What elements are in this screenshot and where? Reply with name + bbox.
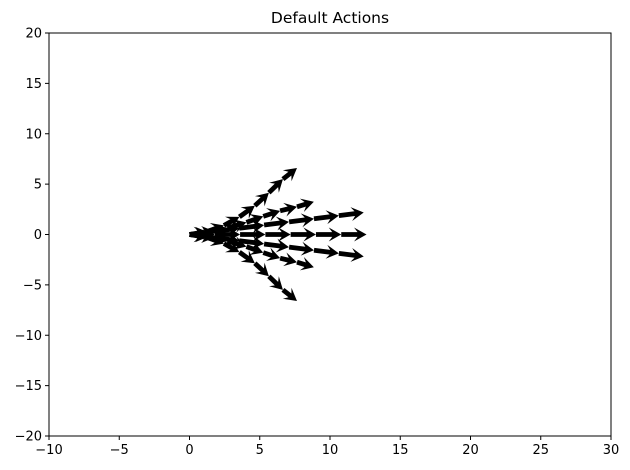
arrow-s6-3 xyxy=(237,250,255,264)
y-tick-label: −15 xyxy=(15,379,42,394)
axis-ticks: −10 −5 0 5 10 15 20 25 30 −20 −15 −10 −5 0 5 10 15 20 xyxy=(15,27,620,459)
x-tick-label: −10 xyxy=(35,443,62,458)
arrow-s2-4 xyxy=(288,241,314,256)
y-tick-label: 10 xyxy=(25,127,42,142)
arrow-s6-0 xyxy=(189,228,208,243)
x-tick-label: 30 xyxy=(603,443,620,458)
arrow-s3-4 xyxy=(262,208,281,222)
arrow-s5-3 xyxy=(237,205,255,219)
arrow-s4-4 xyxy=(262,247,281,261)
arrow-s4-3 xyxy=(245,241,264,256)
y-tick-label: 0 xyxy=(34,228,42,243)
arrow-s0-5 xyxy=(315,227,342,242)
plot-frame xyxy=(48,32,612,437)
y-tick-label: 20 xyxy=(25,27,42,42)
arrow-s3-3 xyxy=(245,213,264,228)
arrow-s1-5 xyxy=(313,210,339,225)
arrow-s0-2 xyxy=(240,227,266,242)
arrow-s5-2 xyxy=(222,216,240,230)
arrow-s0-4 xyxy=(290,227,316,242)
x-tick-label: 0 xyxy=(185,443,193,458)
arrow-s0-3 xyxy=(265,227,291,242)
arrow-s3-5 xyxy=(279,202,297,217)
y-tick-label: −20 xyxy=(15,430,42,445)
arrow-s6-1 xyxy=(206,232,224,246)
arrow-s5-5 xyxy=(267,179,283,195)
arrow-s2-6 xyxy=(338,247,364,262)
arrow-s4-6 xyxy=(296,256,314,271)
arrow-s1-6 xyxy=(338,207,364,222)
chart-title: Default Actions xyxy=(271,9,389,27)
x-tick-label: 25 xyxy=(532,443,549,458)
arrow-s6-5 xyxy=(267,274,283,290)
x-tick-label: 10 xyxy=(322,443,339,458)
arrow-s4-2 xyxy=(226,236,247,250)
arrow-s1-2 xyxy=(238,219,265,234)
arrow-s4-5 xyxy=(279,252,297,267)
x-tick-label: 20 xyxy=(462,443,479,458)
arrow-s2-3 xyxy=(263,238,289,253)
arrow-s3-2 xyxy=(226,219,247,233)
arrow-s5-1 xyxy=(206,223,224,237)
arrow-s1-4 xyxy=(288,213,314,228)
x-tick-label: 5 xyxy=(256,443,264,458)
arrow-s1-3 xyxy=(263,216,289,231)
arrow-s0-6 xyxy=(341,227,367,242)
x-tick-label: 15 xyxy=(392,443,409,458)
arrow-s2-2 xyxy=(238,235,265,250)
arrow-s2-5 xyxy=(313,244,339,259)
x-tick-label: −5 xyxy=(110,443,129,458)
y-tick-label: −5 xyxy=(23,278,42,293)
arrow-s6-6 xyxy=(281,287,297,301)
arrow-s6-4 xyxy=(253,261,269,277)
arrow-s6-2 xyxy=(222,239,240,253)
y-tick-label: −10 xyxy=(15,329,42,344)
arrow-s3-6 xyxy=(296,198,314,213)
y-tick-label: 5 xyxy=(34,178,42,193)
arrow-layer xyxy=(189,168,367,301)
y-tick-label: 15 xyxy=(25,77,42,92)
arrow-s5-6 xyxy=(281,168,297,182)
arrow-s5-4 xyxy=(253,192,269,208)
